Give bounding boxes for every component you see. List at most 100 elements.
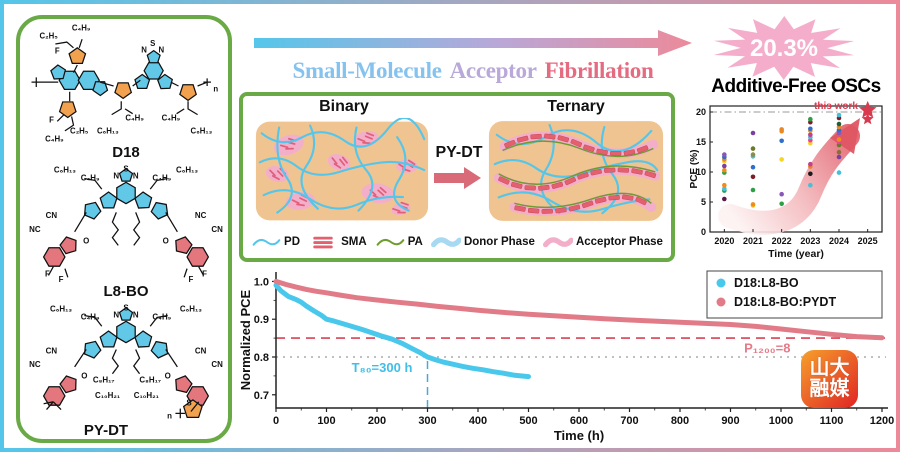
svg-text:C₆H₁₃: C₆H₁₃ [191,127,213,136]
watermark-line2: 融媒 [809,378,850,400]
molecule-name-pydt: PY-DT [83,422,129,439]
svg-text:C₆H₁₃: C₆H₁₃ [54,166,76,175]
svg-text:C₆H₁₃: C₆H₁₃ [97,127,119,136]
svg-text:CN: CN [211,360,223,369]
molecule-name-d18: D18 [112,144,140,161]
svg-text:300: 300 [418,415,436,427]
svg-text:C₁₀H₂₁: C₁₀H₂₁ [134,391,160,400]
svg-text:C₄H₉: C₄H₉ [45,134,64,143]
svg-text:C₄H₉: C₄H₉ [81,312,100,321]
svg-text:20: 20 [696,107,706,117]
svg-text:C₄H₉: C₄H₉ [162,113,181,122]
morph-legend-label: Acceptor Phase [575,236,663,248]
svg-text:C₈H₁₇: C₈H₁₇ [93,375,115,384]
svg-text:0: 0 [273,415,279,427]
svg-text:200: 200 [368,415,386,427]
svg-text:CN: CN [195,346,207,355]
svg-text:0.8: 0.8 [254,352,269,364]
svg-text:600: 600 [570,415,588,427]
pydt-arrow-label: PY-DT [435,144,483,161]
svg-text:C₂H₅: C₂H₅ [70,127,89,136]
headline-segment: Fibrillation [544,58,654,83]
svg-text:this work: this work [814,101,858,112]
svg-text:N: N [158,46,164,55]
svg-text:800: 800 [671,415,689,427]
watermark-logo: 山大 融媒 [801,350,858,408]
molecule-pydt: S N N C₆H₁₃ C₄H₉ C₄H₉ C₆H₁₃ CN NC O CN CN O C₈H₁₇ C₈H₁… [22,301,230,440]
svg-text:C₆H₁₃: C₆H₁₃ [180,305,202,314]
svg-text:Time (h): Time (h) [554,428,604,443]
svg-text:1.0: 1.0 [254,276,269,288]
svg-text:S: S [123,304,128,313]
svg-text:2024: 2024 [829,236,849,246]
ternary-morphology-art [488,121,664,221]
svg-text:C₆H₁₃: C₆H₁₃ [176,166,198,175]
molecule-panel: C₂H₅ C₄H₉ F N S N C₆H₁₃ C₄H₉ F C₂H₅ C₄H₉ C₄H₉ C₆H₁₃ n… [16,15,232,443]
ternary-heading: Ternary [547,98,605,115]
pd-wave-icon [252,238,281,246]
svg-text:NC: NC [29,360,41,369]
svg-text:N: N [141,46,147,55]
svg-text:D18:L8-BO:PYDT: D18:L8-BO:PYDT [734,295,836,309]
svg-text:O: O [163,236,169,245]
svg-text:S: S [123,165,128,174]
svg-text:0.7: 0.7 [254,390,269,402]
morphology-legend: PD SMA PA Donor Phase Acceptor Phase [247,228,667,256]
binary-morphology-art [255,118,429,221]
svg-text:C₁₀H₂₁: C₁₀H₂₁ [95,391,121,400]
svg-text:N: N [133,310,139,319]
svg-text:NC: NC [195,211,207,220]
svg-text:F: F [45,269,50,278]
svg-text:P₁₂₀₀=8: P₁₂₀₀=8 [744,340,790,355]
svg-text:Normalized PCE: Normalized PCE [240,289,253,390]
morph-legend-label: PD [284,236,301,248]
svg-text:C₄H₉: C₄H₉ [152,173,171,182]
morph-legend-label: SMA [341,236,367,248]
morph-legend-label: Donor Phase [463,236,535,248]
svg-text:NC: NC [29,225,41,234]
svg-text:C₈H₁₇: C₈H₁₇ [139,375,161,384]
molecule-name-l8bo: L8-BO [103,283,149,300]
svg-text:C₂H₅: C₂H₅ [40,31,59,40]
svg-text:2021: 2021 [743,236,763,246]
morph-legend-item-donor-phase: Donor Phase [430,233,535,251]
molecule-d18: C₂H₅ C₄H₉ F N S N C₆H₁₃ C₄H₉ F C₂H₅ C₄H₉ C₄H₉ C₆H₁₃ n… [22,23,230,162]
svg-text:10: 10 [696,167,706,177]
svg-text:S: S [186,399,191,408]
svg-text:C₄H₉: C₄H₉ [152,312,171,321]
donor-blob-icon [430,237,461,248]
svg-text:1100: 1100 [820,415,844,427]
svg-text:CN: CN [211,225,223,234]
svg-text:O: O [165,372,171,381]
morph-legend-label: PA [407,236,423,248]
svg-text:CN: CN [46,211,58,220]
headline-segment: Small-Molecule [292,58,442,83]
osc-title: Additive-Free OSCs [711,76,881,97]
morphology-panel: Binary Ternary PY-DT PD SMA PA Donor Phase A… [239,92,675,262]
svg-text:C₄H₉: C₄H₉ [125,113,144,122]
svg-text:T₈₀=300 h: T₈₀=300 h [352,360,413,375]
pa-wave-icon [376,238,404,246]
svg-text:N: N [133,171,139,180]
svg-text:F: F [189,275,194,284]
svg-text:O: O [81,372,87,381]
svg-text:100: 100 [317,415,335,427]
svg-text:Time (year): Time (year) [768,248,824,260]
svg-text:D18:L8-BO: D18:L8-BO [734,276,799,290]
svg-text:n: n [167,411,172,420]
svg-text:C₄H₉: C₄H₉ [81,173,100,182]
svg-text:900: 900 [721,415,739,427]
svg-text:1000: 1000 [769,415,793,427]
svg-text:n: n [213,85,218,94]
svg-text:2020: 2020 [714,236,734,246]
molecule-l8bo: S N N C₆H₁₃ C₄H₉ C₄H₉ C₆H₁₃ CN NC O NC CN O F F F F L8-B… [22,162,230,301]
svg-text:400: 400 [469,415,487,427]
d18-structure-drawing: C₂H₅ C₄H₉ F NSN C₆H₁₃ C₄H₉ F C₂H₅ C₄H₉ C₄H₉ C₆H₁₃ n [31,24,218,143]
svg-text:N: N [113,171,119,180]
headline-segment: Acceptor [449,58,537,83]
morph-legend-item-sma: SMA [308,233,367,251]
svg-text:2023: 2023 [800,236,820,246]
acceptor-blob-icon [542,237,573,248]
